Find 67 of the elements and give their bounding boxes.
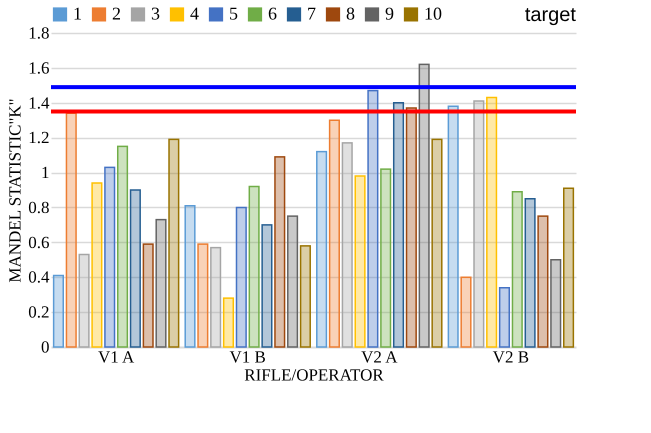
bar [460, 276, 472, 348]
legend-label: 1 [73, 3, 82, 24]
bar [287, 215, 298, 348]
y-tick-label: 1.8 [28, 24, 50, 42]
bar [52, 274, 64, 348]
y-tick-label: 1.6 [28, 58, 50, 78]
bar [431, 138, 443, 348]
bar [248, 186, 260, 348]
bar [274, 156, 286, 348]
bar [236, 206, 247, 348]
bar [222, 297, 234, 348]
bar [66, 112, 77, 348]
text: target [524, 4, 576, 26]
bar [130, 189, 141, 348]
y-tick-label: 1.2 [28, 128, 50, 148]
bar [78, 254, 90, 348]
y-tick-label: 0.8 [28, 198, 50, 217]
legend-label: 8 [346, 3, 355, 24]
legend-label: 6 [268, 3, 277, 24]
bar [392, 102, 404, 348]
bar [367, 90, 378, 348]
bar [300, 245, 311, 348]
bar [380, 168, 392, 348]
bar [142, 243, 154, 348]
y-tick-label: 0 [41, 338, 50, 356]
legend-label: 9 [385, 3, 394, 24]
legend-label: 2 [112, 3, 121, 24]
bar [342, 142, 353, 348]
x-axis-title: RIFLE/OPERATOR [244, 366, 384, 384]
bar [168, 138, 180, 348]
y-tick-label: 0.4 [28, 268, 50, 287]
bar [563, 188, 574, 348]
bar [550, 259, 562, 348]
x-tick-label: V2 A [361, 348, 398, 366]
bar [448, 106, 459, 348]
x-tick-label: V1 B [230, 348, 266, 366]
bar [316, 150, 328, 348]
y-tick-label: 0.2 [28, 302, 50, 322]
bar [498, 286, 510, 348]
bar [418, 64, 430, 348]
y-tick-label: 1 [41, 163, 50, 182]
bar [537, 215, 548, 348]
legend-label: 3 [151, 3, 160, 24]
bar [406, 107, 417, 348]
x-tick-label: V1 A [98, 348, 136, 366]
y-axis-title: MANDEL STATISTIC"K" [5, 98, 24, 283]
bar [184, 204, 196, 348]
legend-label: 7 [307, 3, 316, 24]
legend-label: 4 [190, 3, 199, 24]
legend-label: 10 [424, 3, 442, 24]
bar [486, 96, 498, 348]
bar [328, 119, 340, 348]
bar [473, 100, 484, 348]
bar [197, 243, 208, 348]
legend-label: 5 [229, 3, 238, 24]
bar [210, 246, 222, 348]
bar [155, 218, 167, 348]
x-tick-label: V2 B [492, 348, 530, 366]
bar [104, 166, 116, 348]
bar [116, 146, 128, 348]
bar [261, 224, 272, 348]
bar [91, 182, 102, 348]
bar [354, 175, 366, 348]
bar [512, 190, 523, 348]
bar [524, 198, 536, 348]
y-tick-label: 0.6 [28, 232, 50, 252]
y-tick-label: 1.4 [28, 93, 50, 112]
